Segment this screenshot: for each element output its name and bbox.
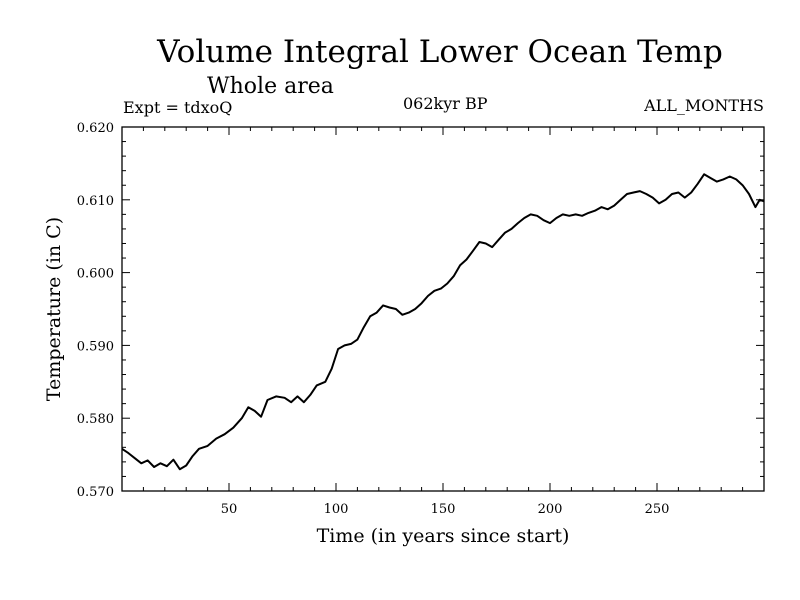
x-tick-label: 250: [645, 502, 670, 517]
y-tick-label: 0.610: [77, 194, 114, 209]
x-tick-label: 50: [221, 502, 238, 517]
x-tick-label: 150: [431, 502, 456, 517]
x-tick-label: 200: [538, 502, 563, 517]
series-line: [121, 173, 765, 471]
plot-frame: [121, 126, 765, 492]
y-tick-label: 0.620: [77, 121, 114, 136]
y-tick-label: 0.590: [77, 339, 114, 354]
x-tick-label: 100: [324, 502, 349, 517]
experiment-label: Expt = tdxoQ: [123, 98, 233, 117]
chart-subtitle: Whole area: [207, 74, 334, 99]
y-axis-label: Temperature (in C): [43, 217, 65, 401]
chart-title: Volume Integral Lower Ocean Temp: [157, 34, 723, 70]
y-tick-label: 0.580: [77, 412, 114, 427]
tick-labels: 50 100 150 200 250 0.570 0.580 0.590 0.600 0.610 0…: [77, 121, 670, 517]
months-label: ALL_MONTHS: [644, 96, 764, 115]
y-tick-label: 0.600: [77, 267, 114, 282]
x-axis-label: Time (in years since start): [317, 525, 570, 547]
y-tick-label: 0.570: [77, 485, 114, 500]
period-label: 062kyr BP: [403, 94, 488, 113]
